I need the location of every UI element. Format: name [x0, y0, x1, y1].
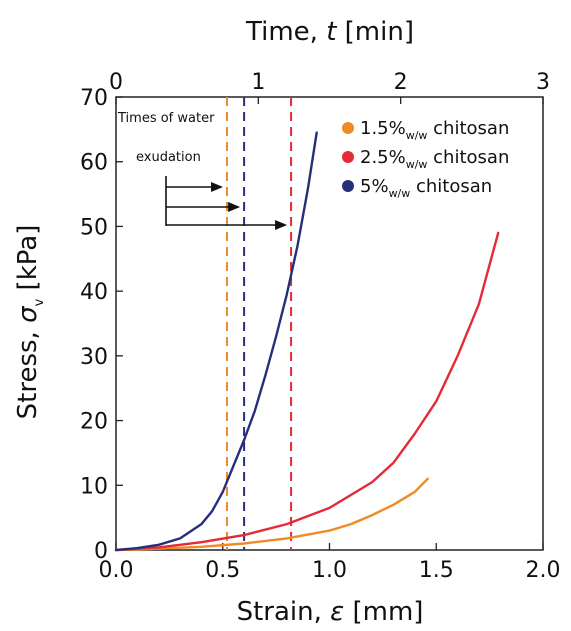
legend-label-1-5-sub: w/w: [406, 129, 428, 142]
legend-label-1-5: 1.5%w/w chitosan: [360, 118, 509, 142]
legend-entry-5: 5%w/w chitosan: [342, 176, 492, 200]
y-tick-label: 10: [80, 474, 108, 499]
x-tick-label: 0.5: [205, 558, 240, 583]
x-axis-title-symbol: ε: [330, 597, 344, 627]
legend-label-2-5-sub: w/w: [406, 158, 428, 171]
annotation-arrow-head: [211, 182, 224, 192]
x-axis-title-unit: [mm]: [344, 597, 423, 627]
legend-label-1-5-main: 1.5%: [360, 118, 406, 139]
top-axis-title-prefix: Time,: [245, 17, 326, 47]
y-tick-label: 30: [80, 345, 108, 370]
annotation: Times of water exudation: [117, 111, 215, 165]
legend-marker-5: [342, 180, 354, 192]
annotation-line1: Times of water: [117, 111, 215, 126]
y-tick-label: 60: [80, 151, 108, 176]
legend-entry-2-5: 2.5%w/w chitosan: [342, 147, 509, 171]
legend-label-1-5-tail: chitosan: [427, 118, 509, 139]
y-axis-title-unit: [kPa]: [13, 225, 43, 299]
y-tick-label: 0: [94, 539, 108, 564]
x-tick-label: 1.0: [312, 558, 347, 583]
legend-entry-1-5: 1.5%w/w chitosan: [342, 118, 509, 142]
x-axis-title: Strain, ε [mm]: [237, 597, 424, 627]
annotation-line2: exudation: [136, 150, 201, 165]
legend-label-2-5-main: 2.5%: [360, 147, 406, 168]
top-tick-label: 0: [109, 70, 123, 95]
legend-label-5: 5%w/w chitosan: [360, 176, 492, 200]
y-tick-label: 40: [80, 280, 108, 305]
legend: 1.5%w/w chitosan 2.5%w/w chitosan 5%w/w …: [342, 118, 509, 200]
annotation-arrow-head: [275, 220, 288, 230]
y-axis-title-sub: v: [32, 298, 47, 306]
x-tick-label: 0.0: [99, 558, 134, 583]
top-tick-label: 3: [536, 70, 550, 95]
legend-label-2-5: 2.5%w/w chitosan: [360, 147, 509, 171]
y-tick-label: 50: [80, 215, 108, 240]
x-tick-label: 1.5: [419, 558, 454, 583]
legend-marker-1-5: [342, 122, 354, 134]
top-tick-label: 1: [251, 70, 265, 95]
x-tick-label: 2.0: [526, 558, 561, 583]
legend-label-2-5-tail: chitosan: [427, 147, 509, 168]
top-axis-title: Time, t [min]: [245, 17, 414, 47]
legend-marker-2-5: [342, 151, 354, 163]
y-axis-title-prefix: Stress,: [13, 323, 43, 419]
legend-label-5-tail: chitosan: [410, 176, 492, 197]
legend-label-5-sub: w/w: [389, 187, 411, 200]
series-line-1-5: [114, 477, 429, 552]
y-tick-label: 20: [80, 410, 108, 435]
top-tick-label: 2: [394, 70, 408, 95]
legend-label-5-main: 5%: [360, 176, 389, 197]
series-line-2-5: [114, 231, 500, 552]
y-axis-title-symbol: σ: [13, 305, 43, 323]
top-axis-title-symbol: t: [326, 17, 337, 47]
x-axis-title-prefix: Strain,: [237, 597, 331, 627]
top-axis-title-unit: [min]: [336, 17, 414, 47]
y-axis-title: Stress, σv [kPa]: [13, 225, 47, 420]
series-line-5: [114, 131, 318, 552]
annotation-arrow-head: [228, 202, 241, 212]
y-tick-label: 70: [80, 86, 108, 111]
